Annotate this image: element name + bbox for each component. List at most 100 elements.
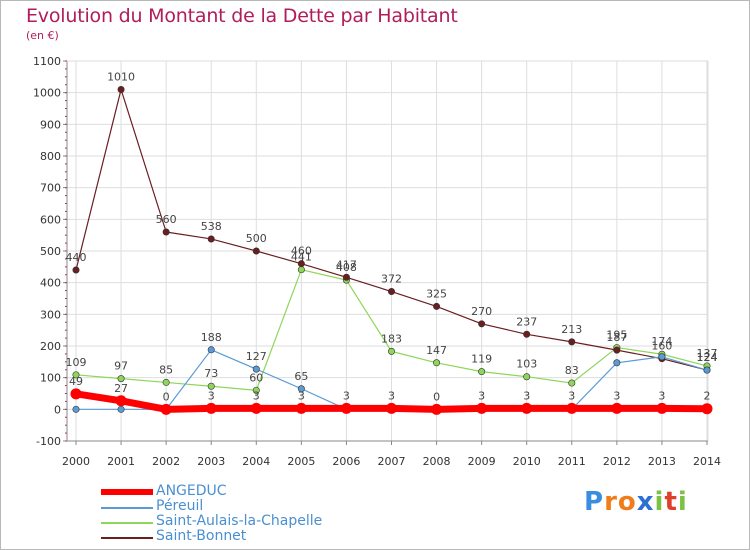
data-label: 147 — [426, 344, 447, 357]
data-label: 188 — [201, 331, 222, 344]
data-point — [252, 247, 260, 255]
data-label: 560 — [156, 213, 177, 226]
data-point — [433, 302, 441, 310]
data-label: 0 — [163, 390, 170, 403]
data-point — [117, 375, 125, 383]
data-label: 174 — [651, 335, 672, 348]
data-label: 27 — [114, 382, 128, 395]
data-label: 124 — [697, 351, 718, 364]
x-tick-label: 2003 — [197, 455, 225, 468]
data-label: 60 — [249, 371, 263, 384]
data-point — [568, 338, 576, 346]
data-point — [162, 228, 170, 236]
data-point — [387, 347, 395, 355]
x-tick-label: 2004 — [242, 455, 270, 468]
y-tick-label: 1000 — [33, 87, 61, 100]
data-point — [207, 382, 215, 390]
data-point — [207, 235, 215, 243]
data-point — [207, 346, 215, 354]
x-tick-label: 2014 — [693, 455, 721, 468]
y-tick-label: 0 — [54, 403, 61, 416]
data-label: 3 — [568, 389, 575, 402]
x-tick-label: 2011 — [558, 455, 586, 468]
y-tick-label: 200 — [40, 340, 61, 353]
logo-letter: P — [584, 487, 605, 517]
data-point — [252, 365, 260, 373]
data-label: 195 — [606, 329, 627, 342]
x-tick-label: 2006 — [332, 455, 360, 468]
logo-letter: r — [604, 487, 618, 517]
data-point — [117, 405, 125, 413]
data-point — [117, 86, 125, 94]
data-point — [387, 288, 395, 296]
data-label: 460 — [291, 245, 312, 258]
data-label: 49 — [69, 375, 83, 388]
data-point — [523, 330, 531, 338]
logo-letter: t — [664, 487, 678, 517]
data-label: 2 — [704, 390, 711, 403]
legend-label: Saint-Aulais-la-Chapelle — [156, 513, 323, 529]
x-tick-label: 2010 — [513, 455, 541, 468]
data-point — [162, 378, 170, 386]
logo-letter: x — [636, 487, 655, 517]
data-point — [431, 403, 443, 415]
y-tick-label: -100 — [36, 435, 61, 448]
data-label: 124 — [697, 351, 718, 364]
legend-label: Péreuil — [156, 498, 204, 514]
data-point — [252, 386, 260, 394]
data-label: 187 — [606, 331, 627, 344]
data-point — [433, 359, 441, 367]
data-label: 440 — [66, 251, 87, 264]
data-label: 1010 — [107, 71, 135, 84]
data-label: 417 — [336, 258, 357, 271]
x-tick-label: 2007 — [378, 455, 406, 468]
data-point — [386, 402, 397, 414]
data-point — [658, 353, 666, 361]
legend-swatch — [101, 507, 153, 509]
logo-letter: o — [617, 487, 637, 517]
data-label: 0 — [433, 390, 440, 403]
legend-swatch — [101, 522, 153, 524]
data-point — [250, 402, 262, 414]
chart-title: Evolution du Montant de la Dette par Hab… — [26, 5, 458, 27]
proxiti-logo: Proxiti — [584, 487, 688, 517]
data-point — [523, 373, 531, 381]
data-label: 160 — [651, 340, 672, 353]
data-point — [568, 379, 576, 387]
data-label: 85 — [159, 363, 173, 376]
data-point — [703, 366, 711, 374]
data-label: 3 — [523, 389, 530, 402]
x-tick-label: 2009 — [468, 455, 496, 468]
data-point — [295, 402, 307, 414]
data-point — [72, 266, 80, 274]
logo-letter: i — [677, 487, 688, 517]
data-point — [701, 403, 713, 415]
x-tick-label: 2008 — [423, 455, 451, 468]
data-label: 3 — [388, 389, 395, 402]
data-label: 3 — [343, 389, 350, 402]
data-label: 237 — [516, 315, 537, 328]
logo-letter: i — [654, 487, 665, 517]
x-tick-label: 2013 — [648, 455, 676, 468]
data-label: 73 — [204, 367, 218, 380]
data-point — [656, 402, 668, 414]
y-tick-label: 100 — [40, 372, 61, 385]
data-label: 3 — [478, 389, 485, 402]
data-label: 3 — [253, 389, 260, 402]
y-tick-label: 400 — [40, 277, 61, 290]
data-point — [72, 405, 80, 413]
y-tick-label: 600 — [40, 213, 61, 226]
data-label: 83 — [565, 364, 579, 377]
data-point — [297, 266, 305, 274]
data-point — [205, 402, 217, 414]
x-tick-label: 2000 — [62, 455, 90, 468]
data-point — [297, 260, 305, 268]
data-label: 408 — [336, 261, 357, 274]
y-tick-label: 300 — [40, 308, 61, 321]
legend-label: Saint-Bonnet — [156, 528, 247, 544]
y-tick-label: 800 — [40, 150, 61, 163]
data-label: 183 — [381, 332, 402, 345]
data-label: 103 — [516, 358, 537, 371]
data-point — [72, 371, 80, 379]
data-point — [478, 320, 486, 328]
